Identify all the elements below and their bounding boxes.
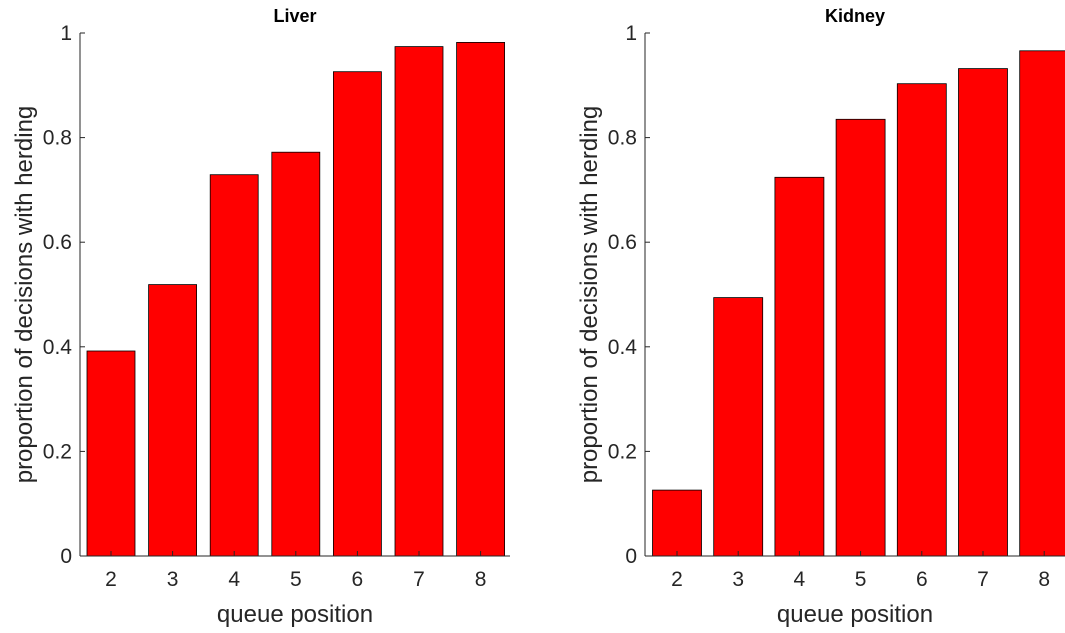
bar-6 [896, 83, 947, 557]
chart-title: Liver [273, 6, 316, 26]
x-tick-label: 6 [352, 568, 364, 591]
bar-2 [86, 350, 136, 557]
bar-8 [1019, 50, 1065, 557]
x-tick-label: 3 [732, 568, 744, 591]
x-tick-label: 5 [855, 568, 867, 591]
y-tick-label: 0.4 [43, 336, 73, 359]
x-tick-label: 3 [167, 568, 179, 591]
bar-2 [652, 489, 702, 557]
y-axis-label: proportion of decisions with herding [576, 106, 603, 484]
bar-4 [774, 176, 825, 557]
x-tick-label: 4 [228, 568, 240, 591]
y-tick-label: 0.2 [43, 440, 72, 463]
x-tick-label: 2 [105, 568, 117, 591]
y-tick-label: 0.8 [43, 127, 72, 150]
x-axis-label: queue position [217, 601, 373, 628]
chart-kidney: 0 0.2 0.4 0.6 0.8 1 2 3 4 5 6 7 8 Kidney queue positio… [576, 6, 1065, 628]
chart-title: Kidney [825, 6, 885, 26]
x-tick-label: 8 [475, 568, 487, 591]
x-tick-label: 5 [290, 568, 302, 591]
y-tick-label: 1 [625, 22, 637, 45]
bar-3 [148, 284, 198, 557]
x-tick-label: 2 [671, 568, 683, 591]
y-tick-label: 0 [60, 545, 72, 568]
bar-7 [394, 46, 444, 557]
y-tick-label: 1 [60, 22, 72, 45]
x-tick-label: 6 [916, 568, 928, 591]
y-tick-label: 0.4 [608, 336, 638, 359]
x-axis-label: queue position [777, 601, 933, 628]
bar-7 [958, 68, 1008, 557]
chart-liver: 0 0.2 0.4 0.6 0.8 1 2 3 4 5 6 7 8 Liver queue position… [11, 6, 510, 628]
y-axis-label: proportion of decisions with herding [11, 106, 38, 484]
y-tick-label: 0.6 [43, 231, 72, 254]
x-tick-label: 7 [977, 568, 989, 591]
y-tick-label: 0.8 [608, 127, 637, 150]
bar-5 [271, 151, 321, 557]
x-tick-label: 7 [413, 568, 425, 591]
bar-4 [209, 174, 259, 557]
bar-8 [456, 42, 506, 557]
y-tick-label: 0.2 [608, 440, 637, 463]
x-tick-label: 4 [794, 568, 806, 591]
y-tick-label: 0.6 [608, 231, 637, 254]
x-tick-label: 8 [1038, 568, 1050, 591]
bar-6 [332, 71, 382, 557]
y-tick-label: 0 [625, 545, 637, 568]
bar-3 [713, 297, 764, 557]
bar-5 [835, 118, 886, 557]
